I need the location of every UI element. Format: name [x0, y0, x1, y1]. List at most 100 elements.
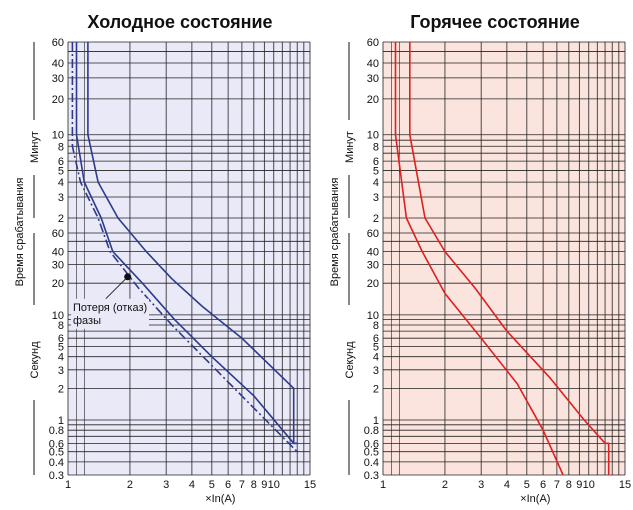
plot-background	[383, 42, 625, 475]
y-axis-label: Время срабатывания	[14, 178, 26, 287]
x-tick-label: 8	[566, 479, 572, 491]
y-tick-label: 8	[58, 141, 64, 153]
x-tick-label: 9	[576, 479, 582, 491]
x-axis-label: ×In(A)	[205, 493, 235, 505]
x-tick-label: 1	[65, 479, 71, 491]
y-tick-label: 40	[52, 247, 64, 259]
y-tick-label: 60	[52, 228, 64, 240]
y-tick-label: 20	[367, 278, 379, 290]
x-tick-label: 4	[189, 479, 195, 491]
annotation-line-1: Потеря (отказ)	[73, 302, 147, 314]
trip-curve-2	[408, 42, 610, 475]
x-tick-label: 2	[442, 479, 448, 491]
y-tick-label: 5	[58, 166, 64, 178]
y-tick-label: 5	[373, 341, 379, 353]
y-tick-label: 4	[58, 352, 64, 364]
y-tick-label: 10	[367, 310, 379, 322]
annotation-line-2: фазы	[73, 315, 101, 327]
trip-curve-3	[87, 42, 298, 445]
y-tick-label: 6	[373, 156, 379, 168]
plot-background	[68, 42, 310, 475]
y-tick-label: 3	[58, 365, 64, 377]
x-tick-label: 8	[251, 479, 257, 491]
y-tick-label: 40	[367, 58, 379, 70]
y-tick-label: 0.5	[364, 447, 379, 459]
y-tick-label: 4	[373, 177, 379, 189]
chart-title: Горячее состояние	[410, 12, 580, 32]
x-tick-label: 6	[540, 479, 546, 491]
y-tick-label: 60	[367, 228, 379, 240]
y-group-label-minutes: Минут	[29, 131, 41, 163]
x-tick-label: 5	[524, 479, 530, 491]
annotation-leader	[105, 276, 128, 300]
y-tick-label: 20	[52, 94, 64, 106]
y-tick-label: 30	[52, 260, 64, 272]
x-tick-label: 2	[127, 479, 133, 491]
y-tick-label: 2	[58, 383, 64, 395]
y-tick-label: 0.4	[49, 457, 64, 469]
y-tick-label: 8	[58, 320, 64, 332]
y-tick-label: 0.8	[364, 425, 379, 437]
x-tick-label: 5	[209, 479, 215, 491]
y-tick-label: 4	[373, 352, 379, 364]
y-tick-label: 10	[52, 130, 64, 142]
chart-title: Холодное состояние	[87, 12, 272, 32]
y-tick-label: 5	[58, 341, 64, 353]
x-tick-label: 15	[304, 479, 316, 491]
annotation-box	[71, 298, 149, 329]
x-tick-label: 3	[163, 479, 169, 491]
y-tick-label: 30	[52, 73, 64, 85]
y-tick-label: 4	[58, 177, 64, 189]
y-tick-label: 0.3	[49, 470, 64, 482]
y-tick-label: 8	[373, 141, 379, 153]
y-tick-label: 20	[52, 278, 64, 290]
trip-curve-1	[75, 42, 298, 445]
y-tick-label: 40	[367, 247, 379, 259]
y-tick-label: 1	[58, 415, 64, 427]
y-tick-label: 0.5	[49, 447, 64, 459]
y-tick-label: 0.8	[49, 425, 64, 437]
y-tick-label: 0.4	[364, 457, 379, 469]
y-tick-label: 6	[58, 333, 64, 345]
x-tick-label: 1	[380, 479, 386, 491]
y-tick-label: 40	[52, 58, 64, 70]
x-tick-label: 7	[554, 479, 560, 491]
y-tick-label: 30	[367, 260, 379, 272]
y-tick-label: 3	[58, 192, 64, 204]
y-tick-label: 30	[367, 73, 379, 85]
trip-curve-2	[71, 42, 298, 453]
y-tick-label: 0.3	[364, 470, 379, 482]
x-axis-label: ×In(A)	[520, 493, 550, 505]
x-tick-label: 4	[504, 479, 510, 491]
y-axis-label: Время срабатывания	[329, 178, 341, 287]
y-tick-label: 0.6	[364, 438, 379, 450]
y-tick-label: 8	[373, 320, 379, 332]
y-tick-label: 2	[373, 213, 379, 225]
y-tick-label: 20	[367, 94, 379, 106]
y-group-label-seconds: Секунд	[29, 341, 41, 379]
y-group-label-minutes: Минут	[344, 131, 356, 163]
x-tick-label: 15	[619, 479, 631, 491]
y-tick-label: 3	[373, 365, 379, 377]
y-tick-label: 10	[367, 130, 379, 142]
x-tick-label: 10	[583, 479, 595, 491]
trip-curve-1	[394, 42, 564, 476]
y-tick-label: 10	[52, 310, 64, 322]
x-tick-label: 3	[478, 479, 484, 491]
y-tick-label: 6	[373, 333, 379, 345]
y-tick-label: 2	[58, 213, 64, 225]
y-tick-label: 5	[373, 166, 379, 178]
y-group-label-seconds: Секунд	[344, 341, 356, 379]
y-tick-label: 1	[373, 415, 379, 427]
y-tick-label: 60	[367, 37, 379, 49]
x-tick-label: 6	[225, 479, 231, 491]
y-tick-label: 3	[373, 192, 379, 204]
y-tick-label: 60	[52, 37, 64, 49]
y-tick-label: 0.6	[49, 438, 64, 450]
x-tick-label: 9	[261, 479, 267, 491]
x-tick-label: 10	[268, 479, 280, 491]
y-tick-label: 6	[58, 156, 64, 168]
